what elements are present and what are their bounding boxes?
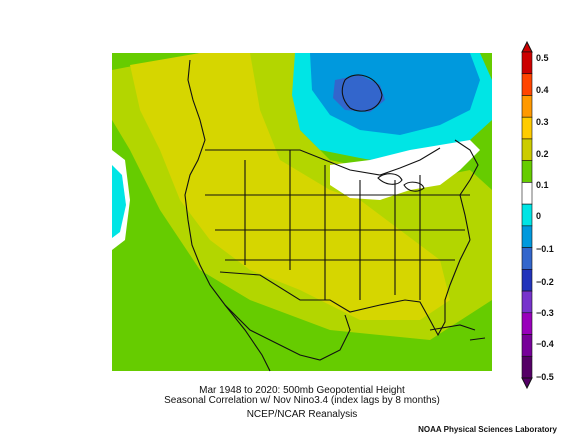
colorbar-swatch [521,203,533,227]
colorbar-tick-label: −0.2 [536,277,554,287]
colorbar-swatch [521,225,533,248]
caption-line-1: Mar 1948 to 2020: 500mb Geopotential Hei… [199,385,405,396]
colorbar-swatch [521,312,533,335]
colorbar-swatch [521,247,533,270]
field-blue-north [310,53,480,135]
colorbar-swatch [521,138,533,161]
colorbar-swatch [521,290,533,314]
map-outlines [184,59,486,372]
field-white-east [330,140,480,200]
colorbar-tick-label: 0 [536,211,542,221]
colorbar-swatch [521,160,533,183]
caption-line-2: Seasonal Correlation w/ Nov Nino3.4 (ind… [164,395,440,406]
field-cyan-west [112,165,126,238]
colorbar-tick-label: −0.4 [536,339,554,349]
colorbar-tick-label: −0.1 [536,244,554,254]
credit-text: NOAA Physical Sciences Laboratory [418,425,557,434]
colorbar-swatch [521,334,533,357]
colorbar-swatch [521,116,533,140]
colorbar-swatch [521,51,533,75]
colorbar-swatch [521,182,533,205]
colorbar-swatch [521,95,533,118]
colorbar-tick-label: 0.4 [536,85,549,95]
colorbar [521,40,533,390]
colorbar-bottom-arrow [521,377,533,390]
caption-line-3: NCEP/NCAR Reanalysis [246,409,358,420]
colorbar-tick-label: 0.1 [536,180,549,190]
colorbar-tick-label: 0.5 [536,53,549,63]
colorbar-tick-label: 0.2 [536,149,549,159]
colorbar-swatch [521,73,533,96]
colorbar-tick-label: −0.3 [536,308,554,318]
colorbar-tick-label: −0.5 [536,372,554,382]
colorbar-swatch [521,355,533,379]
colorbar-tick-label: 0.3 [536,117,549,127]
colorbar-swatch [521,269,533,292]
